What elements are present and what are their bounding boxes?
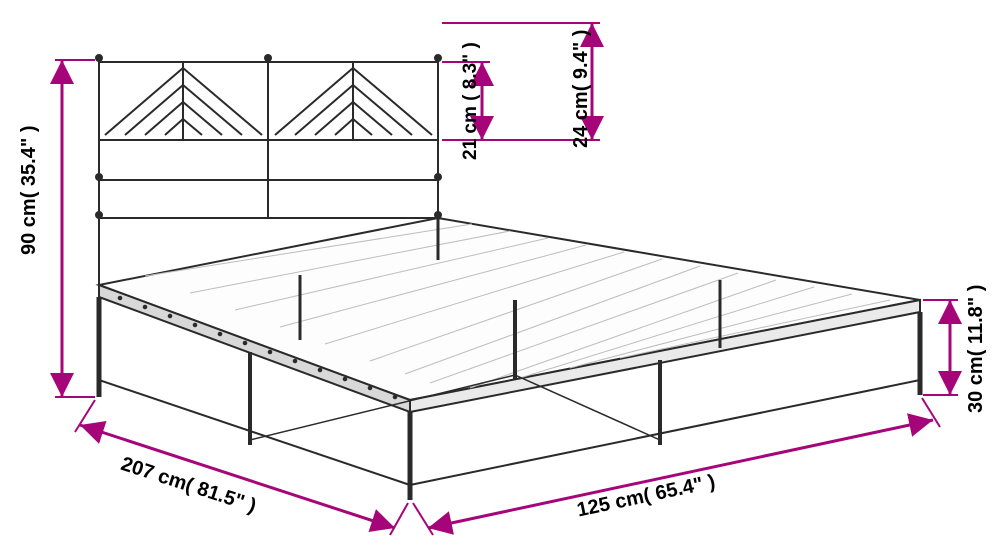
bed-drawing	[96, 55, 920, 500]
dim-leg-30: 30 cm( 11.8" )	[965, 285, 988, 413]
diagram-container: 90 cm( 35.4" ) 21 cm ( 8.3" ) 24 cm( 9.4…	[0, 0, 1003, 552]
dim-height-90: 90 cm( 35.4" )	[18, 125, 41, 255]
dim-top-24: 24 cm( 9.4" )	[570, 30, 593, 148]
dim-panel-21: 21 cm ( 8.3" )	[460, 42, 482, 160]
